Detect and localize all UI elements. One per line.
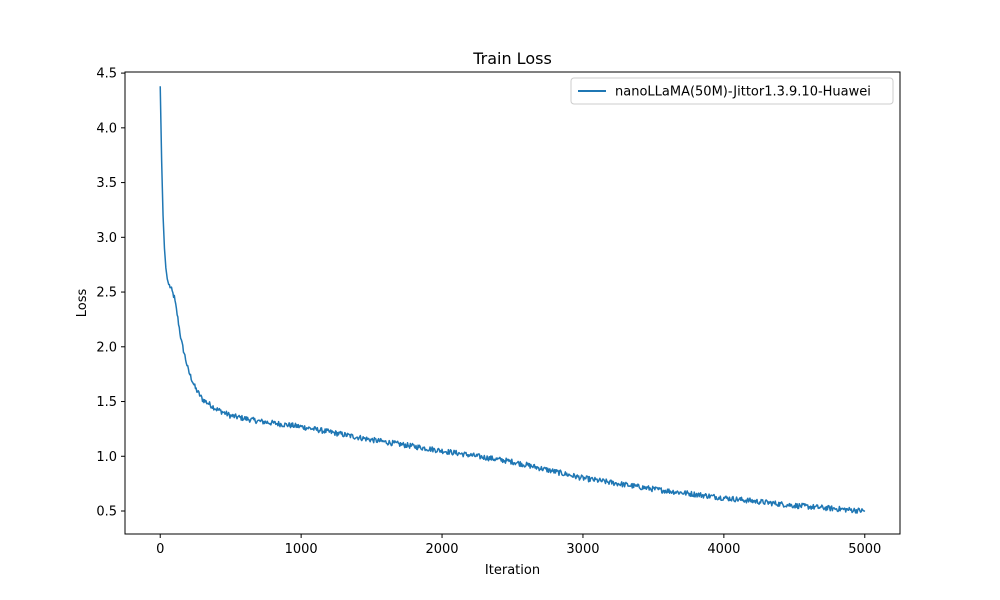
x-tick-label: 1000	[285, 542, 318, 557]
y-tick-label: 2.5	[96, 286, 117, 301]
x-tick-label: 0	[156, 542, 164, 557]
y-tick-label: 1.0	[96, 450, 117, 465]
legend-label: nanoLLaMA(50M)-Jittor1.3.9.10-Huawei	[615, 85, 871, 100]
series-line	[159, 86, 866, 514]
x-tick-label: 2000	[425, 542, 458, 557]
y-tick-label: 2.0	[96, 340, 117, 355]
y-tick-label: 4.5	[96, 67, 117, 82]
y-axis-label: Loss	[75, 289, 90, 318]
y-axis: 0.5 1.0 1.5 2.0 2.5 3.0 3.5 4.0 4.5	[96, 67, 125, 520]
x-tick-label: 5000	[848, 542, 881, 557]
x-tick-label: 3000	[566, 542, 599, 557]
chart-title: Train Loss	[472, 49, 552, 68]
plot-area	[125, 72, 900, 534]
y-tick-label: 0.5	[96, 505, 117, 520]
y-tick-label: 1.5	[96, 395, 117, 410]
legend: nanoLLaMA(50M)-Jittor1.3.9.10-Huawei	[570, 77, 894, 105]
series-layer	[159, 86, 866, 514]
plot-frame	[124, 71, 901, 535]
x-tick-label: 4000	[707, 542, 740, 557]
x-axis: 0 1000 2000 3000 4000 5000	[156, 534, 881, 557]
y-tick-label: 3.0	[96, 231, 117, 246]
legend-box	[570, 77, 894, 105]
y-tick-label: 3.5	[96, 176, 117, 191]
y-tick-label: 4.0	[96, 121, 117, 136]
x-axis-label: Iteration	[485, 563, 540, 578]
